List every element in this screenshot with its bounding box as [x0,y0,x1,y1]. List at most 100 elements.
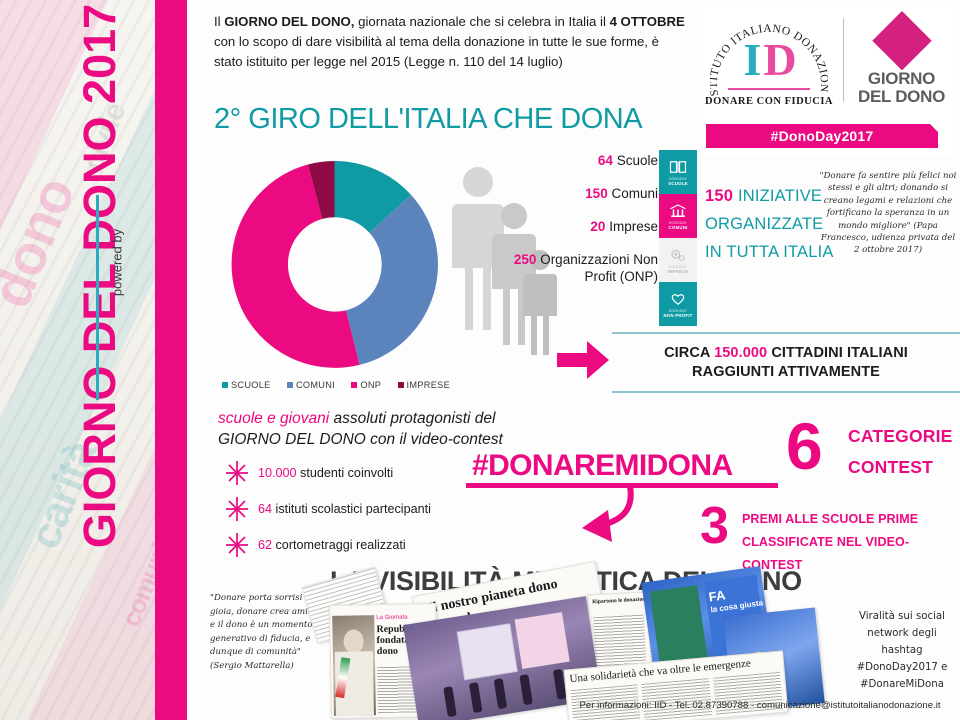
stat-label-comuni: Comuni [611,186,658,201]
iniziative-line1: 150 INIZIATIVE [705,182,835,210]
gdd-line1: GIORNO [867,69,936,88]
bullet-number-istituti: 64 [258,502,273,516]
footer-contact: Per informazioni: IID - Tel. 02.87390788… [579,700,941,711]
donaremidona-hashtag: #DONAREMIDONA [472,449,733,482]
iid-letter-d: D [763,34,797,85]
legend-swatch-onp [351,382,358,388]
intro-date-bold: 4 OTTOBRE [609,14,685,29]
social-line2: network degli [867,628,937,639]
scuole-giovani-rest: assoluti protagonisti del GIORNO DEL DON… [218,410,503,448]
stat-number-scuole: 64 [597,153,613,168]
bullet-row-cortometraggi: 62 cortometraggi realizzati [222,527,512,563]
circa-suffix: CITTADINI ITALIANI [767,345,908,361]
clipping-photo-mattarella [332,615,376,716]
gdd-diamond-icon [872,11,932,71]
legend-label-onp: ONP [360,380,382,390]
bullet-number-cortometraggi: 62 [258,538,273,552]
heart-icon [671,293,685,305]
stat-onp: 250 Organizzazioni Non Profit (ONP) [498,251,658,285]
badge-label-non-profit: NON PROFIT [663,312,693,318]
asterisk-icon [226,461,248,485]
stage-screen-left [456,622,518,681]
bullet-number-studenti: 10.000 [258,466,297,480]
tv-panel-left [649,585,708,665]
arrow-right-icon [557,341,609,379]
circa-line2: RAGGIUNTI ATTIVAMENTE [692,364,880,380]
badge-top-imprese: DONODAY [668,264,688,269]
hashtag-ribbon: #DonoDay2017 [706,124,938,148]
gdd-logo: GIORNO DEL DONO [849,8,954,120]
iid-tagline: DONARE CON FIDUCIA [704,96,833,107]
bullet-list: 10.000 studenti coinvolti 64 istituti sc… [222,455,512,563]
circa-band: CIRCA 150.000 CITTADINI ITALIANI RAGGIUN… [612,332,960,393]
section-headline-giro: 2° GIRO DELL'ITALIA CHE DONA [214,103,643,135]
legend-label-imprese: IMPRESE [406,380,450,390]
bullet-label-cortometraggi: cortometraggi realizzati [272,538,406,552]
people-silhouettes-icon [452,167,557,355]
asterisk-icon [226,533,248,557]
premi-line1: PREMI ALLE SCUOLE PRIME [742,512,919,526]
logo-block: ISTITUTO ITALIANO DONAZIONE ID DONARE CO… [698,6,954,156]
book-icon [669,160,687,173]
social-virality-text: Viralità sui social network degli hashta… [846,608,958,693]
stat-label-imprese: Imprese [609,219,658,234]
curved-arrow-down-left-icon [582,485,634,542]
clipping-kicker-repubblica: La Giornata [376,614,408,622]
stat-number-onp: 250 [513,252,537,267]
left-rail: dono carità civile comunità GIORNO DEL D… [0,0,155,720]
legend-item-scuole: SCUOLE [222,380,271,390]
badge-non-profit: DONODAY NON PROFIT [659,282,697,326]
scuole-giovani-highlight: scuole e giovani [218,410,330,427]
intro-text-c: giornata nazionale che si celebra in Ita… [354,14,610,29]
gdd-line2: DEL DONO [857,87,946,106]
asterisk-icon [226,497,248,521]
rail-background-texture [0,0,155,720]
circa-number: 150.000 [714,345,768,361]
premi-number: 3 [700,497,729,555]
legend-item-onp: ONP [351,380,381,390]
badge-comuni: DONODAY COMUNI [659,194,697,238]
stat-scuole: 64 Scuole [498,152,658,169]
iniziative-number: 150 [705,187,734,205]
badge-imprese: DONODAY IMPRESE [659,238,697,282]
donut-slice-comuni [345,194,438,365]
building-icon [670,203,686,217]
iid-letter-i: I [743,34,762,85]
circa-line1: CIRCA 150.000 CITTADINI ITALIANI [612,344,960,363]
badge-top-scuole: DONODAY [668,176,688,181]
legend-label-comuni: COMUNI [295,380,336,390]
bullet-row-studenti: 10.000 studenti coinvolti [222,455,512,491]
stat-number-imprese: 20 [590,219,606,234]
bullet-text-studenti: 10.000 studenti coinvolti [258,466,393,480]
intro-brand-bold: GIORNO DEL DONO, [224,14,355,29]
badge-column: DONODAY SCUOLE DONODAY COMUNI DONODAY IM… [659,150,697,326]
social-line5: #DonareMiDona [860,679,944,690]
rail-divider [96,195,99,400]
donut-chart [222,152,447,377]
categorie-number: 6 [786,409,823,483]
bullet-text-istituti: 64 istituti scolastici partecipanti [258,502,431,516]
iniziative-line2: ORGANIZZATE [705,215,824,233]
badge-top-comuni: DONODAY [668,220,688,225]
legend-item-comuni: COMUNI [286,380,336,390]
papa-francesco-quote: "Donare fa sentire più felici noi stessi… [819,171,957,256]
stage-figure [442,686,457,718]
legend-swatch-comuni [286,382,293,388]
photo-head [343,629,364,654]
bullet-text-cortometraggi: 62 cortometraggi realizzati [258,538,406,552]
categorie-line2: CONTEST [848,457,934,477]
donut-chart-svg [231,161,438,368]
intro-paragraph: Il GIORNO DEL DONO, giornata nazionale c… [214,12,689,72]
iniziative-block: 150 INIZIATIVE ORGANIZZATE IN TUTTA ITAL… [705,182,835,266]
scuole-giovani-text: scuole e giovani assoluti protagonisti d… [218,408,518,450]
circa-prefix: CIRCA [664,345,715,361]
bullet-row-istituti: 64 istituti scolastici partecipanti [222,491,512,527]
iniziative-line3: IN TUTTA ITALIA [705,243,834,261]
social-line4: #DonoDay2017 e [856,662,948,673]
premi-labels: PREMI ALLE SCUOLE PRIME CLASSIFICATE NEL… [742,508,960,577]
bullet-label-istituti: istituti scolastici partecipanti [272,502,431,516]
social-line3: hashtag [881,645,923,656]
gdd-wordmark: GIORNO DEL DONO [849,70,954,106]
